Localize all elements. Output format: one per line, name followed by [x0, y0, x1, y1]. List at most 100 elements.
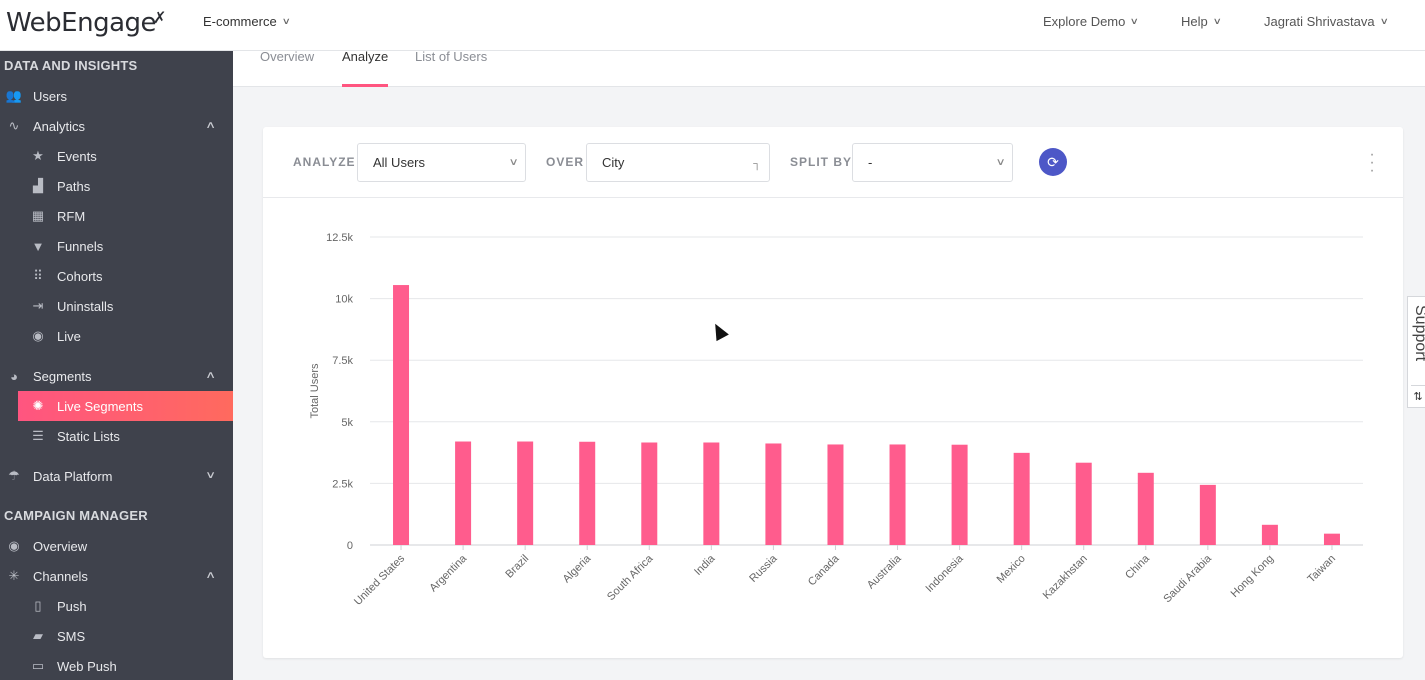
sidebar-item-label: SMS [57, 628, 86, 644]
x-tick-label: Argentina [427, 552, 469, 594]
chevron-up-icon[interactable]: ∧ [204, 120, 216, 131]
bar [579, 441, 596, 545]
sidebar-item-paths[interactable]: ▟ Paths [0, 171, 233, 201]
x-tick-label: Australia [865, 552, 904, 591]
bar [455, 441, 472, 545]
bar [703, 442, 720, 545]
analyze-label: ANALYZE [293, 155, 356, 169]
web-push-icon: ▭ [31, 658, 45, 673]
sidebar-item-sms[interactable]: ▰ SMS [0, 621, 233, 651]
bar [1199, 484, 1216, 545]
user-menu[interactable]: Jagrati Shrivastava ∨ [1264, 14, 1389, 29]
section-title-campaign-manager: CAMPAIGN MANAGER [4, 508, 148, 523]
live-segment-icon: ✺ [32, 398, 44, 413]
over-label: OVER [546, 155, 585, 169]
split-by-select[interactable]: - ∨ [852, 143, 1013, 182]
webengage-logo[interactable]: WebEngage✗ [6, 8, 166, 38]
sidebar-item-label: Live [57, 328, 81, 344]
sidebar-item-label: Segments [33, 368, 92, 384]
chevron-down-icon: ∨ [508, 157, 519, 168]
sidebar-item-overview[interactable]: ◉ Overview [0, 531, 233, 561]
refresh-icon: ⟳ [1047, 154, 1059, 170]
sidebar-item-label: Analytics [33, 118, 86, 134]
chevron-down-icon: ∨ [995, 157, 1006, 168]
sidebar-item-data-platform[interactable]: ☂ Data Platform ∨ [0, 461, 233, 491]
support-widget[interactable]: Support ⇅ [1407, 296, 1425, 408]
resize-corner-icon: ┐ [753, 158, 761, 170]
y-tick-label: 5k [341, 417, 353, 429]
bar [1075, 462, 1092, 545]
chevron-down-icon: ∨ [1379, 16, 1389, 26]
x-tick-label: Russia [747, 552, 780, 585]
analysis-card: ANALYZE All Users ∨ OVER City ┐ SPLIT BY… [263, 127, 1403, 658]
refresh-button[interactable]: ⟳ [1039, 148, 1067, 176]
bar [1261, 524, 1278, 545]
chevron-down-icon[interactable]: ∨ [204, 470, 216, 481]
bar [641, 442, 658, 545]
explore-demo-menu[interactable]: Explore Demo ∨ [1043, 14, 1139, 29]
cohorts-icon: ⠿ [33, 268, 43, 283]
x-tick-label: Algeria [561, 552, 594, 585]
explore-demo-label: Explore Demo [1043, 14, 1126, 29]
tab-analyze[interactable]: Analyze [342, 49, 389, 87]
bar [889, 444, 906, 545]
sidebar-item-live-segments[interactable]: ✺ Live Segments [18, 391, 233, 421]
pie-chart-icon: ◕ [10, 368, 18, 384]
y-tick-label: 2.5k [332, 478, 353, 490]
x-tick-label: Saudi Arabia [1161, 552, 1214, 605]
bar [765, 443, 782, 545]
sidebar-item-funnels[interactable]: ▼ Funnels [0, 231, 233, 261]
sidebar-item-uninstalls[interactable]: ⇥ Uninstalls [0, 291, 233, 321]
events-icon: ★ [32, 148, 44, 163]
y-tick-label: 12.5k [326, 232, 353, 244]
eye-icon: ◉ [8, 538, 20, 553]
bar [517, 441, 534, 545]
help-label: Help [1181, 14, 1208, 29]
tab-list-of-users[interactable]: List of Users [415, 49, 487, 87]
sidebar-item-events[interactable]: ★ Events [0, 141, 233, 171]
broadcast-icon: ◉ [32, 328, 44, 343]
user-name: Jagrati Shrivastava [1264, 14, 1375, 29]
mobile-push-icon: ▯ [34, 598, 42, 613]
chevron-down-icon: ∨ [281, 16, 291, 26]
sidebar-item-label: Users [33, 88, 67, 104]
chevron-up-icon[interactable]: ∧ [204, 370, 216, 381]
project-selector[interactable]: E-commerce ∨ [203, 14, 291, 29]
chevron-up-icon[interactable]: ∧ [204, 570, 216, 581]
sidebar-item-live[interactable]: ◉ Live [0, 321, 233, 351]
over-select[interactable]: City ┐ [586, 143, 770, 182]
y-axis-label: Total Users [309, 363, 321, 419]
sidebar-item-label: Data Platform [33, 468, 113, 484]
sidebar-item-users[interactable]: 👥 Users [0, 81, 233, 111]
sidebar-item-label: Push [57, 598, 87, 614]
sidebar-item-push[interactable]: ▯ Push [0, 591, 233, 621]
sidebar-item-static-lists[interactable]: ☰ Static Lists [0, 421, 233, 451]
bar-chart-icon: ▟ [33, 178, 43, 193]
bar [827, 444, 844, 545]
funnel-icon: ▼ [31, 238, 45, 254]
y-tick-label: 0 [347, 540, 353, 552]
more-options-icon[interactable]: · · · [1369, 146, 1375, 179]
bar [951, 444, 968, 545]
tab-overview[interactable]: Overview [260, 49, 314, 87]
sidebar-item-rfm[interactable]: ▦ RFM [0, 201, 233, 231]
sidebar-item-segments[interactable]: ◕ Segments ∧ [0, 361, 233, 391]
birds-icon: ✗ [153, 8, 166, 27]
x-tick-label: South Africa [605, 552, 656, 603]
sidebar-item-label: Cohorts [57, 268, 103, 284]
sidebar-item-analytics[interactable]: ∿ Analytics ∧ [0, 111, 233, 141]
section-title-data-insights: DATA AND INSIGHTS [4, 58, 138, 73]
help-menu[interactable]: Help ∨ [1181, 14, 1222, 29]
sidebar-item-label: RFM [57, 208, 86, 224]
filter-bar: ANALYZE All Users ∨ OVER City ┐ SPLIT BY… [263, 127, 1403, 198]
x-tick-label: China [1123, 552, 1152, 581]
sidebar-item-cohorts[interactable]: ⠿ Cohorts [0, 261, 233, 291]
sidebar-item-channels[interactable]: ✳ Channels ∧ [0, 561, 233, 591]
channels-icon: ✳ [8, 568, 20, 583]
analyze-select[interactable]: All Users ∨ [357, 143, 526, 182]
list-icon: ☰ [32, 428, 44, 443]
sidebar-item-label: Live Segments [57, 398, 143, 414]
bar [1323, 533, 1340, 545]
sidebar-item-web-push[interactable]: ▭ Web Push [0, 651, 233, 680]
x-tick-label: United States [352, 552, 408, 608]
